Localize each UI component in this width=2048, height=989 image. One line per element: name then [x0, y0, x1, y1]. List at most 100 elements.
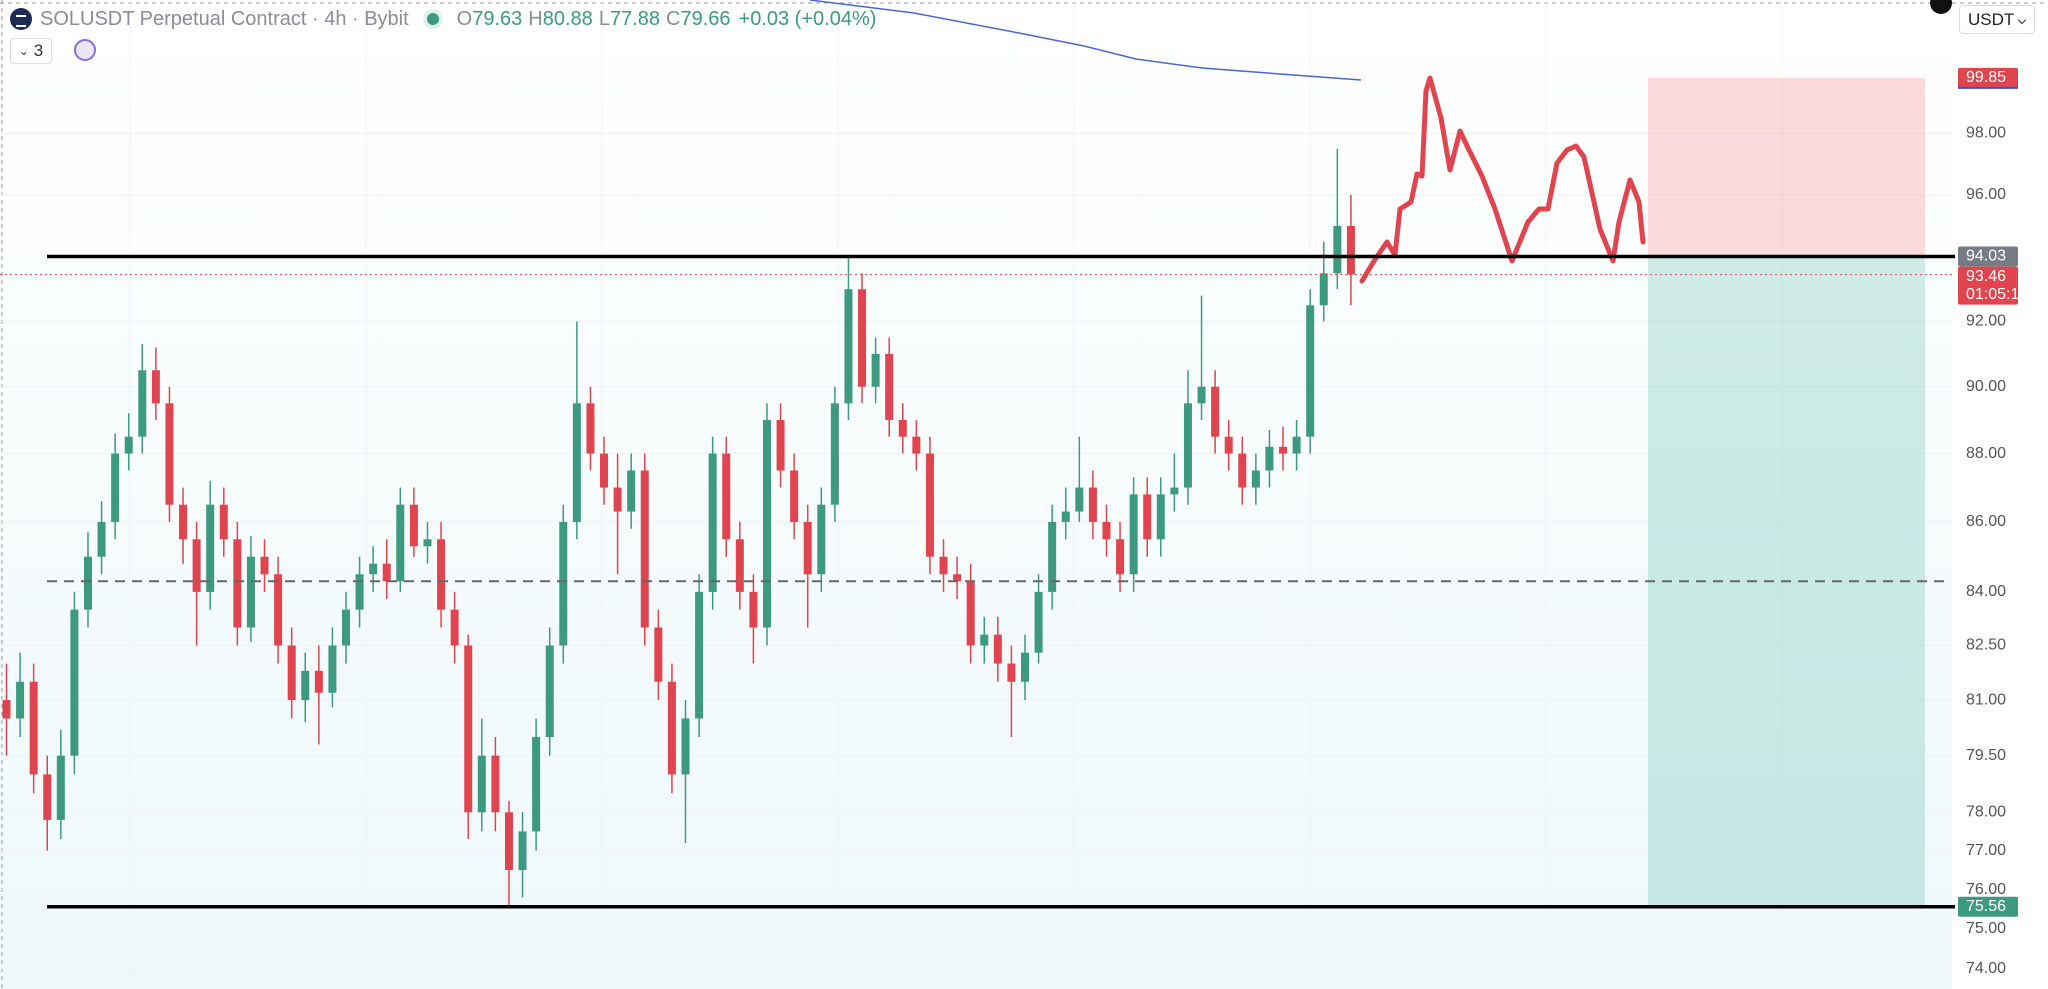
candle-body [776, 419, 785, 471]
ohlc-value: 79.63 [472, 7, 523, 30]
ohlc-value: 77.88 [609, 7, 660, 30]
candle-body [369, 563, 378, 575]
candle-body [165, 403, 174, 505]
y-tick-label: 90.00 [1966, 378, 2006, 395]
candle-body [1048, 521, 1057, 592]
candle-body [749, 591, 758, 628]
symbol-title[interactable]: SOLUSDT Perpetual Contract · 4h · Bybit [40, 7, 409, 30]
candle-body [708, 453, 717, 592]
level-label-text: 94.03 [1966, 248, 2006, 265]
y-tick-label: 79.50 [1966, 747, 2006, 764]
candle-body [695, 591, 704, 719]
candle-body [993, 634, 1002, 664]
candle-body [953, 574, 962, 582]
candle-body [898, 419, 907, 437]
candle-body [70, 609, 79, 756]
candle-body [654, 627, 663, 682]
y-tick-label: 78.00 [1966, 804, 2006, 821]
candle-body [1265, 446, 1274, 471]
chevron: ⌄ [18, 44, 29, 58]
candle-body [830, 403, 839, 505]
candle-body [966, 581, 975, 646]
candle-body [681, 718, 690, 775]
candle-body [572, 403, 581, 522]
candle-body [287, 645, 296, 701]
candle-body [301, 670, 310, 701]
candle-body [1061, 511, 1070, 522]
symbol-header: SOLUSDT Perpetual Contract · 4h · Bybit … [10, 6, 876, 32]
candle-body [980, 634, 989, 646]
stop-label-box [1958, 67, 2018, 88]
candle-body [885, 353, 894, 420]
candle-body [1346, 225, 1355, 275]
ohlc-key: C [666, 7, 681, 30]
candle-body [206, 504, 215, 592]
candle-body [1007, 663, 1016, 682]
candle-body [939, 556, 948, 575]
stop-label-text: 99.85 [1966, 69, 2006, 86]
candle-body [1116, 539, 1125, 575]
moving-average-line [809, 0, 1362, 81]
y-tick-label: 81.00 [1966, 691, 2006, 708]
candle-body [559, 521, 568, 646]
ohlc-value: 80.88 [542, 7, 593, 30]
currency-select[interactable]: USDT [1959, 5, 2035, 34]
candle-body [43, 774, 52, 820]
indicators-toggle[interactable]: ⌄ 3 [10, 38, 52, 64]
refresh-button[interactable] [74, 39, 96, 61]
candle-body [1197, 386, 1206, 404]
add-button[interactable] [1930, 0, 1952, 14]
candle-body [138, 370, 147, 437]
last-price-label-text: 01:05:10 [1966, 286, 2028, 303]
candle-body [1211, 386, 1220, 437]
last-price-label-box [1958, 266, 2018, 305]
candle-body [925, 453, 934, 557]
ohlc-key: H [528, 7, 543, 30]
candle-body [1088, 487, 1097, 522]
y-tick-label: 76.00 [1966, 881, 2006, 898]
candle-body [1102, 521, 1111, 540]
candle-body [627, 470, 636, 512]
y-tick-label: 96.00 [1966, 186, 2006, 203]
candle-body [1170, 487, 1179, 495]
candle-body [1143, 494, 1152, 540]
candle-body [233, 539, 242, 628]
candle-body [722, 453, 731, 540]
candle-body [518, 831, 527, 871]
candle-body [1306, 305, 1315, 437]
candle-body [1319, 273, 1328, 306]
candle-body [219, 504, 228, 540]
price-change: +0.03 (+0.04%) [738, 7, 877, 30]
y-tick-label: 98.00 [1966, 125, 2006, 142]
candle-body [260, 556, 269, 575]
ohlc-value: 79.66 [680, 7, 731, 30]
candle-body [2, 700, 11, 719]
candle-body [83, 556, 92, 610]
y-tick-label: 86.00 [1966, 513, 2006, 530]
candle-body [464, 645, 473, 813]
candle-body [1075, 487, 1084, 512]
candle-body [477, 755, 486, 813]
candle-body [1129, 494, 1138, 575]
candle-body [342, 609, 350, 646]
candle-body [871, 353, 880, 387]
candle-body [545, 645, 554, 738]
y-tick-label: 82.50 [1966, 637, 2006, 654]
candle-body [1021, 652, 1029, 682]
candle-body [314, 670, 323, 693]
candle-body [790, 470, 799, 522]
candle-body [613, 487, 622, 512]
candle-body [29, 681, 38, 775]
candle-body [735, 539, 744, 592]
candle-body [124, 436, 133, 454]
candle-body [1279, 446, 1288, 454]
candle-body [1238, 453, 1247, 488]
candle-body [667, 681, 676, 775]
candle-body [97, 521, 106, 557]
stop-zone [1648, 77, 1925, 257]
candle-body [1251, 470, 1260, 488]
projection-drawing [1359, 75, 1646, 284]
candle-body [16, 681, 25, 719]
candle-body [423, 539, 432, 547]
